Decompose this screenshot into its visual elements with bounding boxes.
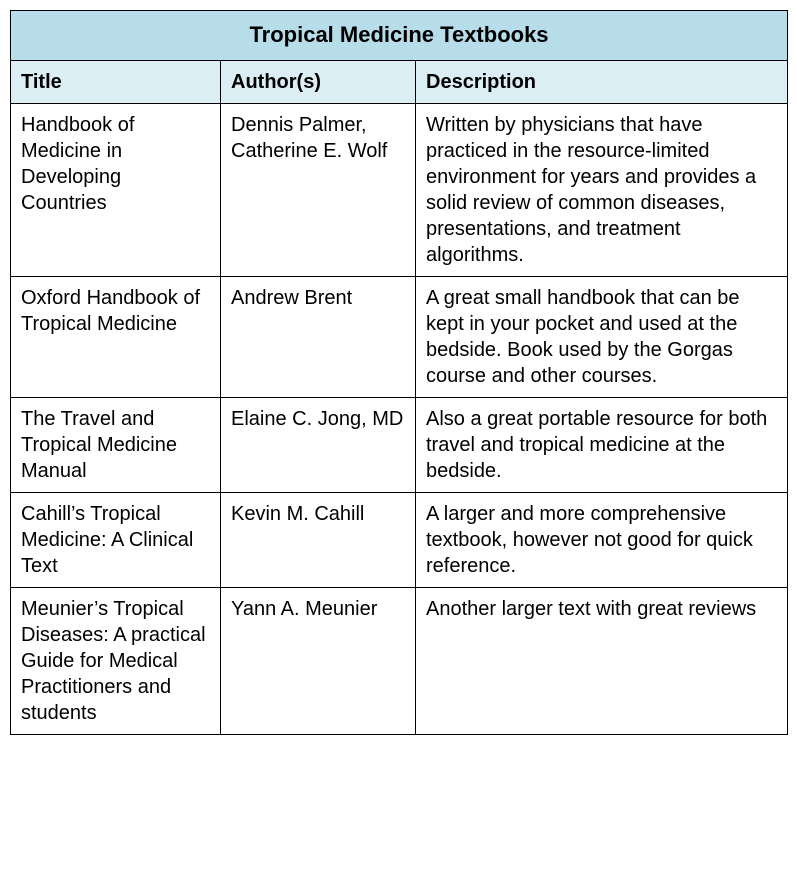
cell-title: Meunier’s Tropical Diseases: A practical… (11, 587, 221, 734)
cell-description: Another larger text with great reviews (416, 587, 788, 734)
cell-author: Dennis Palmer, Catherine E. Wolf (221, 103, 416, 276)
column-header-title: Title (11, 60, 221, 103)
cell-author: Elaine C. Jong, MD (221, 397, 416, 492)
cell-author: Yann A. Meunier (221, 587, 416, 734)
table-row: Handbook of Medicine in Developing Count… (11, 103, 788, 276)
table-caption: Tropical Medicine Textbooks (11, 11, 788, 61)
column-header-description: Description (416, 60, 788, 103)
table-row: The Travel and Tropical Medicine Manual … (11, 397, 788, 492)
table-row: Oxford Handbook of Tropical Medicine And… (11, 276, 788, 397)
cell-title: Cahill’s Tropical Medicine: A Clinical T… (11, 492, 221, 587)
textbooks-table: Tropical Medicine Textbooks Title Author… (10, 10, 788, 735)
cell-title: The Travel and Tropical Medicine Manual (11, 397, 221, 492)
cell-title: Handbook of Medicine in Developing Count… (11, 103, 221, 276)
cell-title: Oxford Handbook of Tropical Medicine (11, 276, 221, 397)
column-header-author: Author(s) (221, 60, 416, 103)
table-row: Meunier’s Tropical Diseases: A practical… (11, 587, 788, 734)
cell-description: A great small handbook that can be kept … (416, 276, 788, 397)
cell-description: Also a great portable resource for both … (416, 397, 788, 492)
cell-author: Kevin M. Cahill (221, 492, 416, 587)
table-row: Cahill’s Tropical Medicine: A Clinical T… (11, 492, 788, 587)
cell-description: Written by physicians that have practice… (416, 103, 788, 276)
cell-author: Andrew Brent (221, 276, 416, 397)
cell-description: A larger and more comprehensive textbook… (416, 492, 788, 587)
